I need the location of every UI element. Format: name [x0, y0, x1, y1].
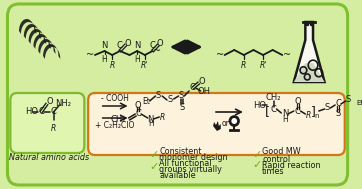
Text: Rapid reaction: Rapid reaction	[262, 160, 321, 170]
Text: R: R	[241, 61, 247, 70]
FancyBboxPatch shape	[88, 93, 345, 155]
Text: C: C	[335, 99, 341, 108]
Text: CH₂: CH₂	[110, 115, 126, 125]
Text: S: S	[167, 95, 172, 105]
Polygon shape	[24, 24, 41, 39]
Polygon shape	[294, 22, 325, 82]
Text: N: N	[134, 41, 140, 50]
Text: Natural amino acids: Natural amino acids	[9, 153, 89, 163]
Text: R': R'	[260, 61, 267, 70]
Text: Consistent: Consistent	[159, 147, 202, 156]
Text: available: available	[159, 171, 196, 180]
Text: O: O	[46, 98, 53, 106]
Text: + C₂H₂ClO: + C₂H₂ClO	[96, 121, 135, 130]
Text: C: C	[38, 108, 44, 116]
Text: All functional: All functional	[159, 160, 212, 169]
Text: H: H	[148, 119, 153, 129]
Text: O: O	[135, 101, 142, 111]
Text: H: H	[282, 115, 288, 123]
Text: R: R	[110, 61, 115, 70]
Text: - COOH: - COOH	[101, 94, 129, 103]
FancyBboxPatch shape	[10, 93, 84, 153]
Text: R: R	[160, 112, 165, 122]
Polygon shape	[33, 34, 51, 49]
Text: S: S	[180, 102, 185, 112]
Text: R: R	[306, 111, 311, 119]
Text: C: C	[295, 106, 300, 115]
Text: H: H	[134, 55, 140, 64]
Text: control: control	[262, 154, 290, 163]
Text: S: S	[346, 95, 351, 105]
Text: ✓: ✓	[253, 150, 262, 160]
FancyBboxPatch shape	[8, 4, 348, 185]
Text: N: N	[147, 115, 154, 123]
Text: N: N	[101, 41, 108, 50]
Polygon shape	[213, 121, 221, 131]
Polygon shape	[29, 29, 46, 44]
Text: ~: ~	[283, 50, 291, 60]
Text: ~: ~	[153, 46, 161, 56]
Text: C: C	[271, 105, 277, 114]
Polygon shape	[294, 63, 325, 82]
Text: or: or	[222, 119, 230, 128]
Text: C: C	[51, 108, 56, 116]
Text: S: S	[156, 91, 161, 101]
Text: C: C	[117, 41, 123, 50]
Text: groups virtually: groups virtually	[159, 166, 222, 174]
Text: ~: ~	[216, 50, 224, 60]
Text: CH₂: CH₂	[266, 94, 281, 102]
Text: NH₂: NH₂	[55, 98, 71, 108]
Polygon shape	[19, 19, 36, 34]
Polygon shape	[38, 39, 55, 54]
Text: O: O	[198, 77, 205, 85]
Text: S: S	[325, 104, 330, 112]
Text: [: [	[265, 105, 270, 119]
Text: C: C	[190, 84, 196, 92]
Text: ✓: ✓	[253, 160, 262, 170]
Text: N: N	[282, 109, 289, 119]
Text: O: O	[157, 39, 164, 47]
Text: C: C	[150, 41, 156, 50]
Text: n: n	[315, 113, 319, 119]
Text: C: C	[135, 109, 141, 119]
Polygon shape	[43, 44, 60, 59]
Text: Good MW: Good MW	[262, 147, 301, 156]
Text: HO: HO	[253, 101, 266, 109]
Text: ]: ]	[311, 105, 315, 119]
Text: S: S	[179, 91, 184, 101]
Text: ~: ~	[86, 50, 94, 60]
Text: O: O	[124, 39, 131, 47]
Text: R': R'	[141, 61, 148, 70]
Text: Et: Et	[142, 98, 150, 106]
Text: ✓: ✓	[150, 150, 159, 160]
Text: HO: HO	[25, 108, 38, 116]
Text: R: R	[51, 124, 56, 133]
Text: times: times	[262, 167, 285, 177]
Text: H: H	[102, 55, 108, 64]
Circle shape	[230, 116, 239, 126]
Circle shape	[231, 118, 237, 124]
Text: O: O	[294, 97, 301, 105]
Text: ✓: ✓	[150, 162, 159, 172]
Text: OH: OH	[198, 88, 211, 97]
Text: Et: Et	[357, 100, 362, 106]
Text: S: S	[335, 109, 341, 119]
Text: monomer design: monomer design	[159, 153, 228, 163]
